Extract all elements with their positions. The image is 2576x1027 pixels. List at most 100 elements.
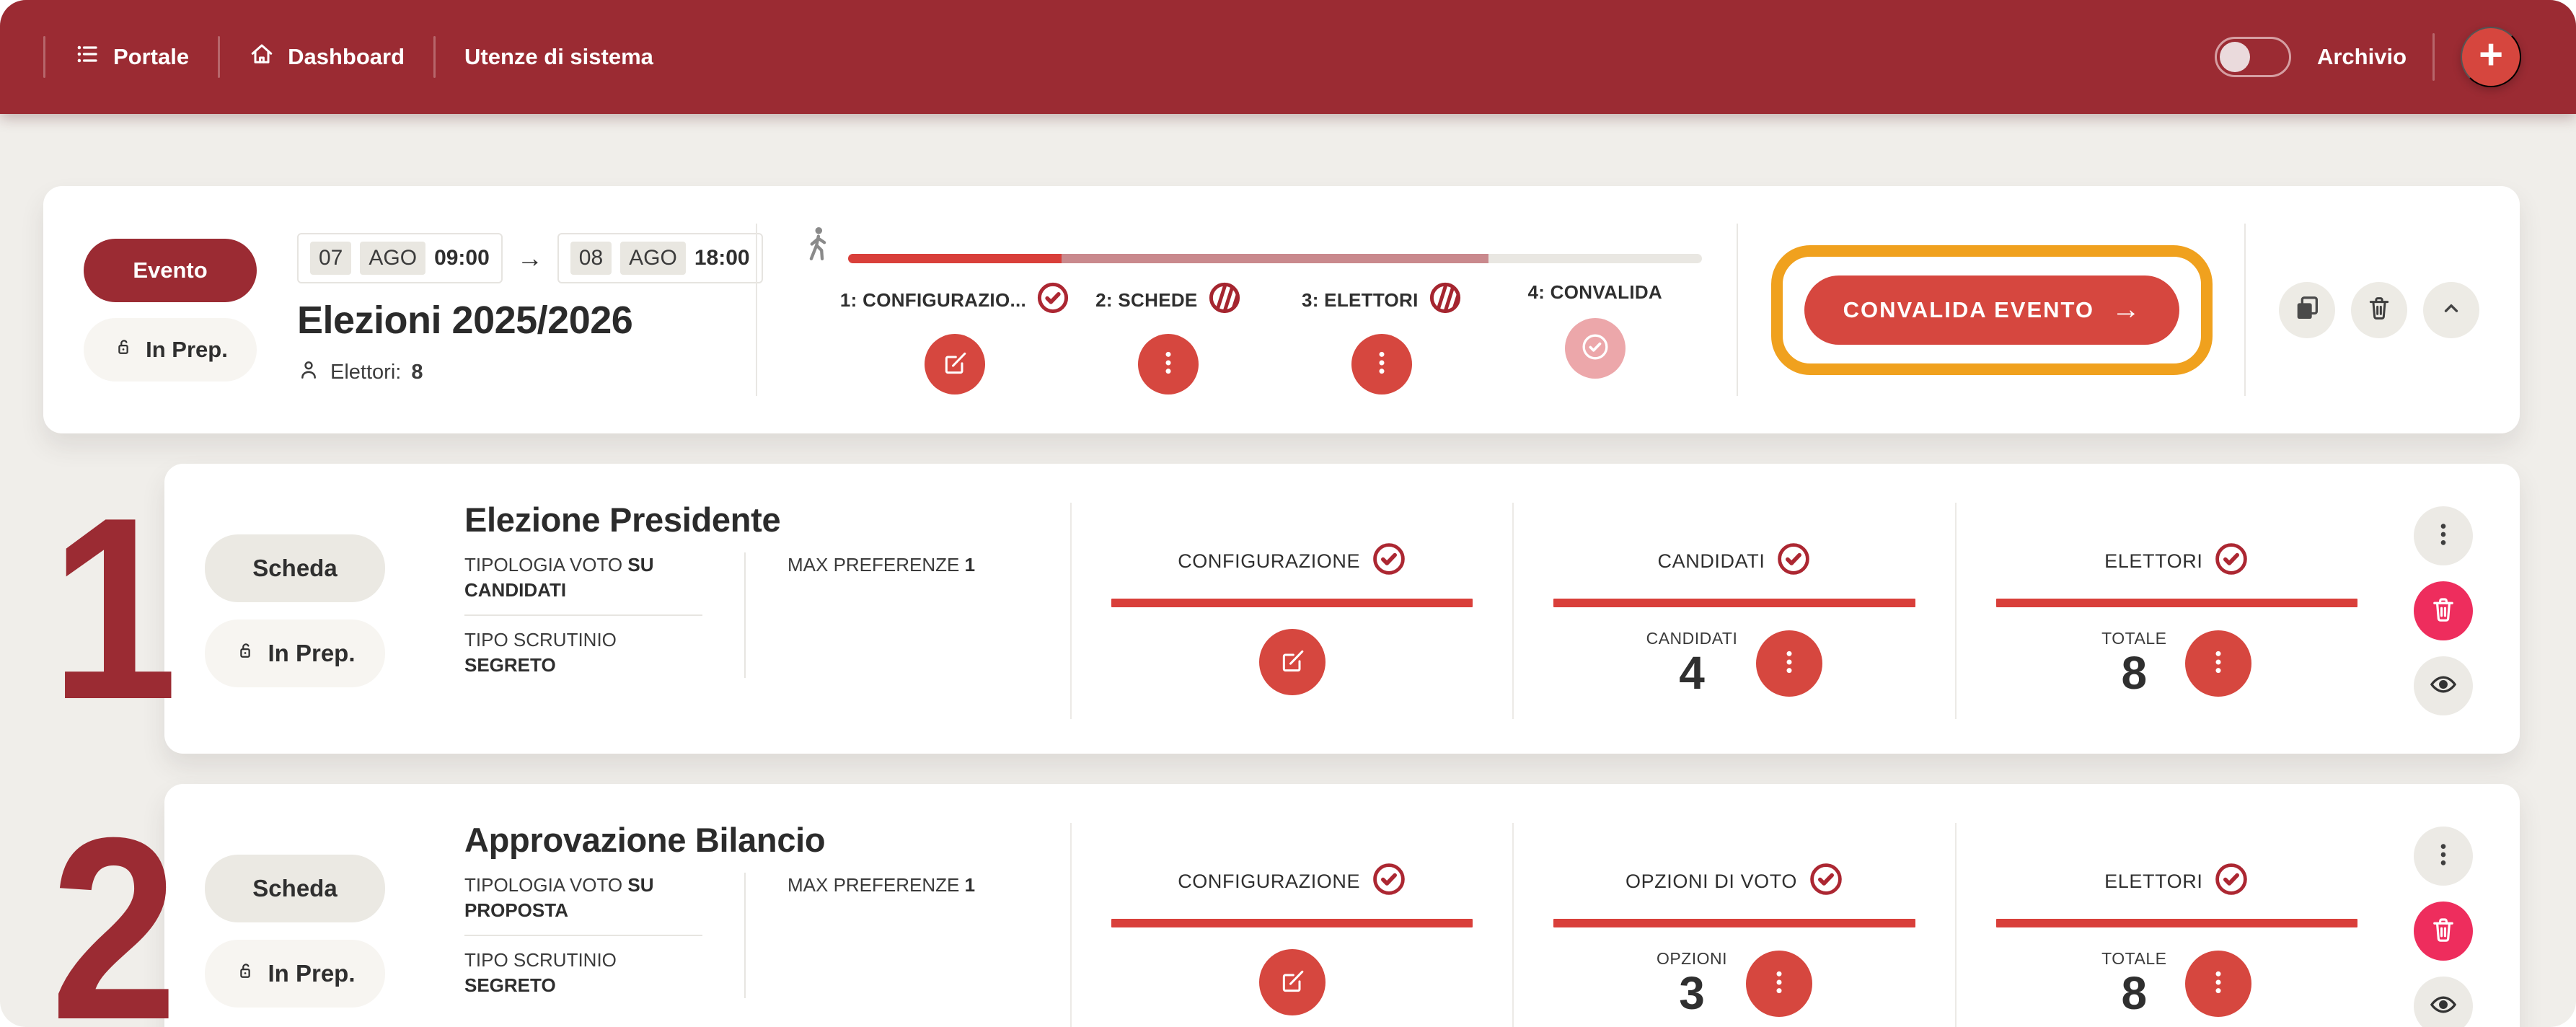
ballot-status-badge: In Prep. — [205, 940, 385, 1008]
nav-divider — [43, 36, 45, 78]
person-icon — [297, 358, 320, 387]
navbar: Portale Dashboard Utenze di sistema Arch… — [0, 0, 2576, 114]
step-label: 4: CONVALIDA — [1527, 281, 1663, 303]
archive-toggle[interactable] — [2214, 37, 2291, 77]
step-schede: 2: SCHEDE — [1062, 281, 1275, 395]
kebab-icon — [2428, 839, 2458, 873]
eye-icon — [2428, 989, 2458, 1023]
archive-label: Archivio — [2316, 44, 2407, 69]
event-card: Evento In Prep. 07 AGO 09:00 → — [43, 186, 2520, 433]
details-vertical-divider — [744, 873, 746, 999]
add-event-button[interactable]: + — [2461, 27, 2521, 87]
ballot-menu-button[interactable] — [2413, 506, 2473, 565]
check-circle-icon — [1776, 542, 1811, 581]
ballot-row-1: 1 Scheda In Prep. Elezione Presidente — [43, 464, 2520, 754]
count-value: 8 — [2121, 647, 2148, 699]
ballot-main: Elezione Presidente TIPOLOGIA VOTO SU CA… — [464, 495, 1070, 726]
count-label: TOTALE — [2101, 949, 2167, 968]
check-circle-icon — [1809, 862, 1843, 902]
delete-event-button[interactable] — [2351, 281, 2407, 338]
trash-icon — [2428, 914, 2458, 948]
date-arrow-icon: → — [516, 242, 543, 273]
check-circle-icon — [1581, 332, 1610, 365]
ballot-actions-rail — [2403, 495, 2484, 726]
plus-icon: + — [2479, 31, 2503, 78]
details-vertical-divider — [744, 552, 746, 679]
event-divider — [1736, 224, 1738, 396]
validate-zone: CONVALIDA EVENTO → — [1770, 244, 2213, 375]
walking-person-icon — [799, 225, 837, 270]
vote-type: TIPOLOGIA VOTO SU CANDIDATI — [464, 554, 654, 601]
preview-ballot-button[interactable] — [2413, 977, 2473, 1027]
status-label: ELETTORI — [2104, 870, 2203, 892]
kebab-icon — [2204, 648, 2233, 680]
ballot-details: TIPOLOGIA VOTO SU PROPOSTA TIPO SCRUTINI… — [464, 873, 1070, 999]
elettori-menu-button[interactable] — [2185, 630, 2252, 697]
preview-ballot-button[interactable] — [2413, 656, 2473, 715]
event-divider — [756, 224, 757, 396]
nav-item-portale[interactable]: Portale — [74, 41, 189, 73]
status-elettori: ELETTORI TOTALE 8 — [1957, 816, 2397, 1027]
candidati-menu-button[interactable] — [1756, 630, 1823, 697]
step-label: 1: CONFIGURAZIO... — [839, 289, 1027, 311]
trash-icon — [2365, 294, 2394, 326]
step-validate-button-disabled[interactable] — [1564, 318, 1626, 379]
status-underline — [1553, 919, 1915, 927]
status-configurazione: CONFIGURAZIONE — [1072, 816, 1512, 1027]
configure-button[interactable] — [1258, 629, 1326, 695]
electors-value: 8 — [411, 361, 423, 384]
ballot-status-badge: In Prep. — [205, 620, 385, 687]
delete-ballot-button[interactable] — [2413, 902, 2473, 961]
opzioni-menu-button[interactable] — [1746, 951, 1813, 1018]
edit-icon — [1278, 966, 1307, 999]
max-preferences: MAX PREFERENZE 1 — [788, 554, 976, 576]
count-value: 4 — [1679, 647, 1705, 699]
kebab-icon — [1154, 348, 1183, 381]
scrutiny-type: TIPO SCRUTINIO SEGRETO — [464, 629, 617, 676]
ballot-menu-button[interactable] — [2413, 827, 2473, 886]
copy-icon — [2293, 294, 2321, 326]
ballot-details: TIPOLOGIA VOTO SU CANDIDATI TIPO SCRUTIN… — [464, 552, 1070, 679]
configure-button[interactable] — [1258, 949, 1326, 1015]
count-label: OPZIONI — [1656, 949, 1728, 968]
step-label: 2: SCHEDE — [1095, 289, 1198, 311]
nav-item-utenze[interactable]: Utenze di sistema — [464, 44, 653, 70]
status-elettori: ELETTORI TOTALE 8 — [1957, 495, 2397, 726]
kebab-icon — [1775, 648, 1804, 680]
scrutiny-type: TIPO SCRUTINIO SEGRETO — [464, 949, 617, 997]
nav-item-dashboard[interactable]: Dashboard — [249, 41, 405, 73]
nav-item-label: Dashboard — [288, 44, 405, 69]
nav-divider — [2432, 33, 2435, 81]
ballot-badges: Scheda In Prep. — [205, 495, 385, 726]
event-date-range: 07 AGO 09:00 → 08 AGO 18:00 — [297, 232, 763, 283]
check-circle-icon — [1372, 862, 1406, 902]
ballot-card: Scheda In Prep. Approvazione Bilancio — [164, 784, 2520, 1027]
trash-icon — [2428, 594, 2458, 628]
step-menu-button[interactable] — [1351, 334, 1412, 395]
edit-icon — [1278, 646, 1307, 679]
kebab-icon — [2428, 519, 2458, 553]
count-value: 8 — [2121, 967, 2148, 1019]
event-start-date: 07 AGO 09:00 — [297, 232, 503, 283]
step-menu-button[interactable] — [1137, 334, 1199, 395]
column-divider — [1512, 503, 1514, 719]
nav-item-label: Portale — [113, 44, 190, 69]
step-configurazione: 1: CONFIGURAZIO... — [840, 281, 1069, 395]
ballot-badges: Scheda In Prep. — [205, 816, 385, 1027]
convalida-evento-button[interactable]: CONVALIDA EVENTO → — [1804, 275, 2179, 345]
step-edit-button[interactable] — [924, 334, 985, 395]
check-circle-icon — [1372, 542, 1406, 581]
highlight-outline: CONVALIDA EVENTO → — [1770, 244, 2213, 375]
delete-ballot-button[interactable] — [2413, 581, 2473, 640]
collapse-event-button[interactable] — [2423, 281, 2479, 338]
event-title: Elezioni 2025/2026 — [297, 298, 633, 342]
count-label: CANDIDATI — [1646, 629, 1738, 648]
progress-partial — [1061, 253, 1488, 263]
ballot-title: Approvazione Bilancio — [464, 821, 826, 859]
duplicate-event-button[interactable] — [2279, 281, 2335, 338]
start-day: 07 — [310, 241, 352, 275]
navbar-right: Archivio + — [2214, 27, 2521, 87]
elettori-menu-button[interactable] — [2185, 951, 2252, 1018]
details-divider — [464, 614, 702, 617]
